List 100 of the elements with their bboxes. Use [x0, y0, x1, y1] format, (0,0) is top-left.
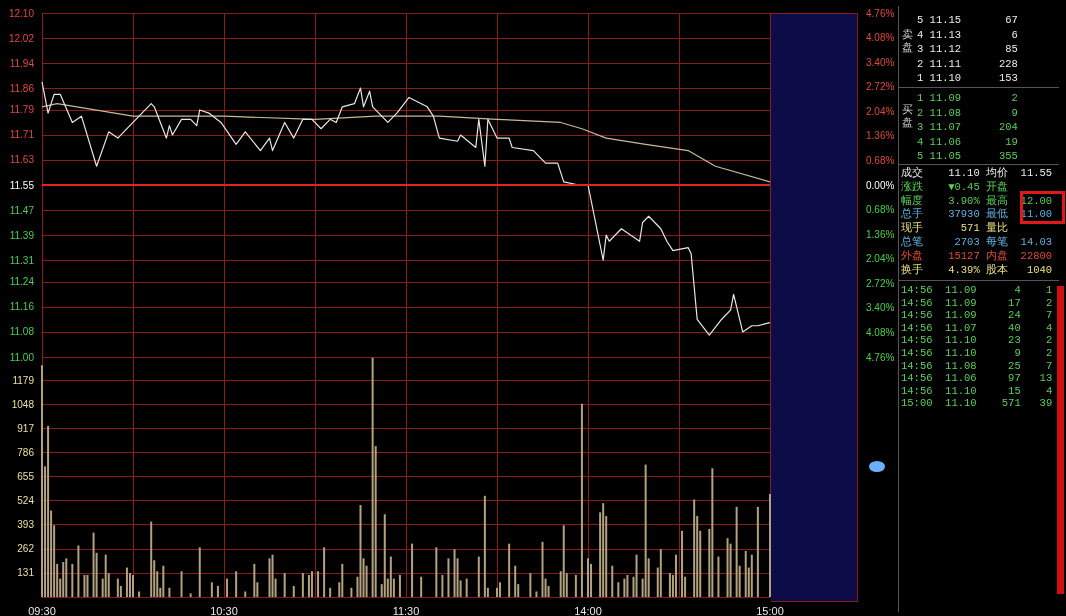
bar	[750, 554, 753, 597]
bar	[668, 573, 671, 597]
bar	[310, 571, 313, 597]
text: 5 11.15 67	[917, 14, 1018, 26]
y2-tick-label: 0.68%	[866, 204, 895, 216]
bar	[398, 574, 401, 597]
bar	[307, 574, 310, 597]
y2-tick-label: 4.08%	[866, 32, 895, 44]
y2-tick-label: 4.76%	[866, 351, 895, 363]
y-tick-label: 12.10	[8, 7, 35, 19]
text: 14:56 11.10 15 4	[901, 384, 1053, 397]
bar	[711, 468, 714, 597]
y2-tick-label: 4.08%	[866, 326, 895, 338]
bar	[477, 556, 480, 597]
y-tick-label: 786	[17, 446, 35, 458]
y-tick-label: 11.47	[9, 204, 35, 216]
y-tick-label: 11.79	[9, 104, 35, 116]
bar	[508, 543, 511, 597]
y2-tick-label: 1.36%	[866, 228, 895, 240]
bar	[659, 549, 662, 597]
bar	[77, 545, 80, 597]
bar	[41, 365, 43, 597]
line-series	[41, 103, 771, 183]
bar	[735, 506, 738, 597]
bar	[65, 558, 68, 597]
bar	[356, 576, 359, 597]
y-tick-label: 393	[17, 519, 35, 531]
bar	[301, 573, 304, 597]
bar	[71, 563, 74, 597]
bar	[198, 547, 201, 597]
text: 4 11.06 19	[917, 135, 1018, 148]
bar	[104, 554, 107, 597]
bar	[499, 582, 502, 597]
bar	[162, 565, 165, 597]
text: 卖盘	[902, 28, 914, 54]
y-tick-label: 1048	[11, 398, 35, 410]
bar	[420, 576, 423, 597]
bar	[535, 591, 538, 597]
text: 14:56 11.06 97 13	[901, 372, 1053, 385]
y-tick-label: 11.00	[9, 351, 35, 363]
bar	[350, 587, 353, 597]
bar	[756, 506, 759, 597]
bar	[86, 574, 89, 597]
text: 3 11.12 85	[917, 43, 1018, 55]
text: 14:56 11.09 4 1	[901, 284, 1053, 296]
y-tick-label: 1179	[12, 374, 35, 386]
y-tick-label: 11.94	[9, 57, 35, 69]
bar	[253, 563, 256, 597]
x-tick-label: 14:00	[574, 604, 602, 616]
y-tick-label: 11.39	[9, 229, 35, 241]
text: 2 11.08 9	[917, 106, 1018, 119]
text: 涨跌 ▼0.45 开盘	[901, 180, 1009, 193]
text: 2 11.11 228	[917, 57, 1018, 70]
bar	[447, 558, 450, 597]
text: 14:56 11.08 25 7	[901, 359, 1053, 372]
bar	[514, 565, 517, 597]
bar	[611, 565, 614, 597]
y-tick-label: 11.08	[9, 326, 35, 338]
bar	[541, 541, 544, 597]
y-tick-label: 655	[17, 471, 35, 482]
bar	[271, 554, 274, 597]
bar	[235, 571, 238, 597]
y2-tick-label: 2.72%	[866, 277, 895, 289]
y2-tick-label: 3.40%	[866, 56, 895, 68]
bar	[216, 585, 219, 597]
bar	[83, 574, 86, 597]
bar	[635, 554, 638, 597]
bar	[132, 574, 134, 597]
bar	[317, 571, 320, 597]
bar	[226, 578, 229, 597]
y-tick-label: 11.55	[9, 179, 35, 191]
bar	[441, 574, 444, 597]
bar	[180, 571, 183, 597]
bar	[389, 556, 392, 597]
bar	[587, 558, 589, 597]
bar	[116, 578, 119, 597]
y2-tick-label: 3.40%	[866, 302, 895, 314]
y-tick-label: 917	[17, 422, 35, 434]
bar	[453, 549, 456, 597]
bar	[168, 587, 171, 597]
y-tick-label: 11.71	[9, 129, 35, 141]
bar	[411, 543, 414, 597]
text: 换手 4.39% 股本 1040	[901, 263, 1053, 276]
bar	[602, 503, 605, 597]
bar	[617, 582, 620, 597]
y2-tick-label: 2.04%	[866, 105, 895, 117]
bar	[681, 530, 684, 597]
x-tick-label: 11:30	[392, 604, 420, 616]
y-tick-label: 131	[17, 567, 35, 579]
text: 买盘	[902, 103, 914, 129]
y-tick-label: 11.24	[9, 276, 35, 288]
bar	[717, 556, 720, 597]
text: 1 11.09 2	[917, 92, 1018, 104]
y-tick-label: 11.86	[9, 82, 35, 94]
bar	[483, 495, 486, 597]
bar	[268, 558, 271, 597]
bar	[138, 591, 141, 597]
bar	[62, 562, 65, 597]
bar	[150, 521, 153, 597]
text: 14:56 11.10 23 2	[901, 334, 1053, 347]
